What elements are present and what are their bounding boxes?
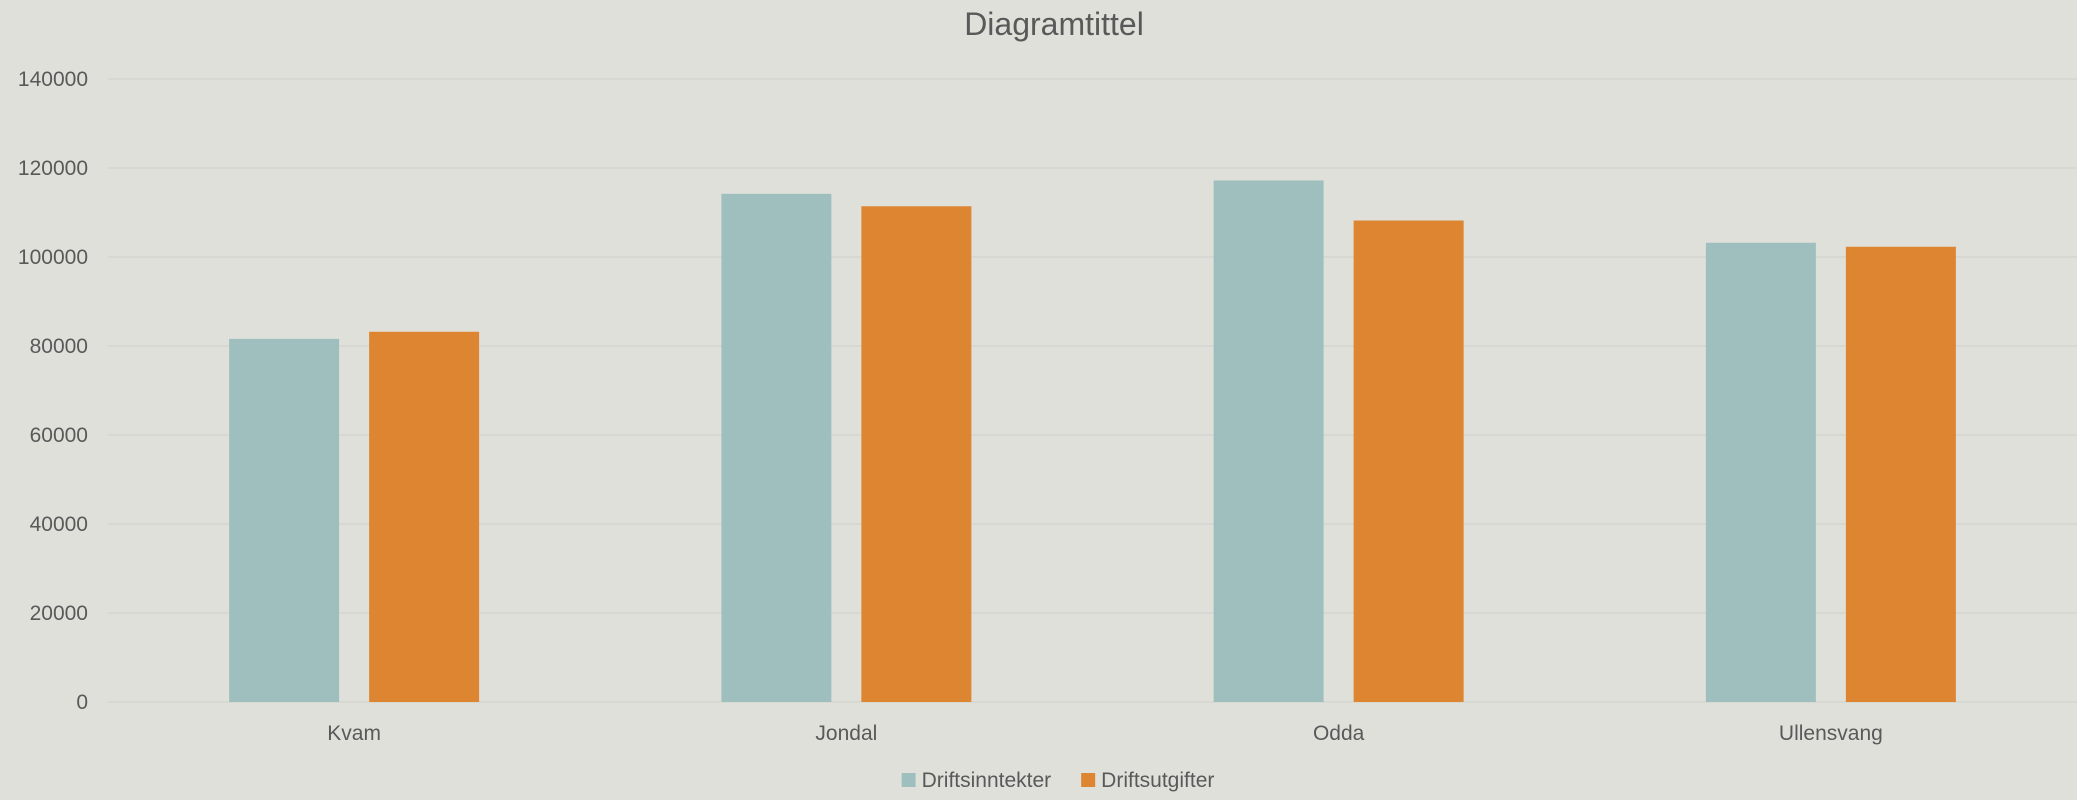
x-axis-category-labels: Kvam Jondal Odda Ullensvang <box>327 722 1883 745</box>
bars <box>229 180 1956 702</box>
x-category-label: Kvam <box>327 722 381 745</box>
y-tick-label: 120000 <box>18 157 88 180</box>
x-category-label: Ullensvang <box>1779 722 1883 745</box>
bar-driftsutgifter-ullensvang <box>1845 246 1956 702</box>
y-tick-label: 80000 <box>30 335 88 358</box>
legend-item: Driftsutgifter <box>1081 769 1214 792</box>
y-tick-label: 100000 <box>18 246 88 269</box>
legend: Driftsinntekter Driftsutgifter <box>901 769 1214 792</box>
y-tick-label: 140000 <box>18 68 88 91</box>
legend-label: Driftsutgifter <box>1101 769 1214 792</box>
y-axis-tick-labels: 0 20000 40000 60000 80000 100000 120000 140000 <box>18 68 88 714</box>
y-tick-label: 40000 <box>30 513 88 536</box>
legend-swatch <box>1081 773 1096 787</box>
bar-driftsinntekter-ullensvang <box>1705 242 1816 702</box>
bar-driftsinntekter-jondal <box>721 193 832 702</box>
bar-driftsinntekter-kvam <box>229 338 340 702</box>
y-tick-label: 0 <box>76 691 88 714</box>
y-tick-label: 60000 <box>30 424 88 447</box>
chart-title: Diagramtittel <box>964 6 1144 42</box>
bar-driftsinntekter-odda <box>1213 180 1324 702</box>
legend-label: Driftsinntekter <box>922 769 1052 792</box>
bar-driftsutgifter-odda <box>1353 220 1464 702</box>
x-category-label: Jondal <box>815 722 877 745</box>
x-category-label: Odda <box>1313 722 1365 745</box>
bar-driftsutgifter-kvam <box>369 331 480 702</box>
y-tick-label: 20000 <box>30 602 88 625</box>
legend-item: Driftsinntekter <box>901 769 1052 792</box>
bar-driftsutgifter-jondal <box>861 206 972 702</box>
legend-swatch <box>901 773 916 787</box>
